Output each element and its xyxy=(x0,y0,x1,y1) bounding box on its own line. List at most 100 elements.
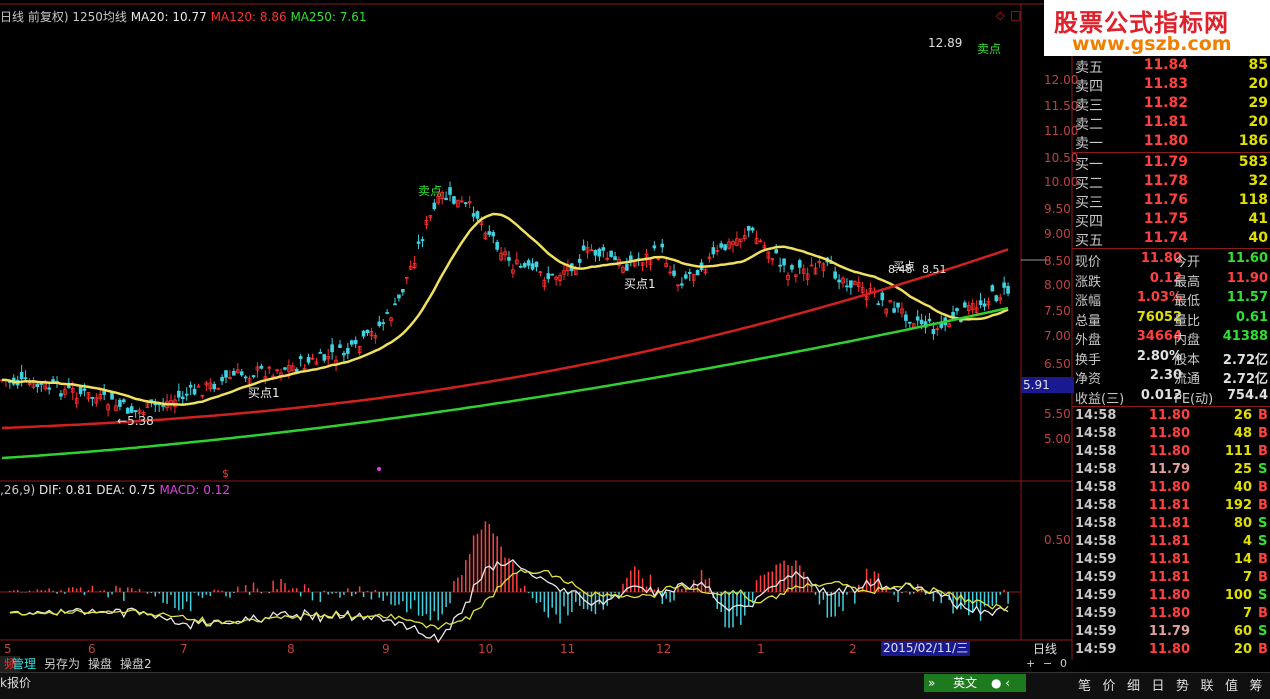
candle-body xyxy=(994,295,999,302)
tick-row: 14:58 11.81 80 S xyxy=(1072,516,1270,534)
side-tab[interactable]: 值 xyxy=(1225,679,1239,694)
side-tab[interactable]: 筹 xyxy=(1249,679,1263,694)
candle-body xyxy=(853,280,857,286)
tick-side: B xyxy=(1258,426,1268,441)
candle-body xyxy=(235,369,240,374)
tick-time: 14:59 xyxy=(1075,606,1117,621)
candle-body xyxy=(224,370,228,378)
candle-body xyxy=(98,394,103,400)
side-tab[interactable]: 联 xyxy=(1200,679,1214,694)
candle-body xyxy=(672,270,676,276)
tick-price: 11.79 xyxy=(1148,462,1190,477)
candle-body xyxy=(444,197,448,201)
side-tab[interactable]: 笔 xyxy=(1078,679,1092,694)
candle-body xyxy=(774,249,779,254)
ime-status[interactable]: » 英文 ● ‹ xyxy=(924,674,1026,692)
tick-price: 11.80 xyxy=(1148,606,1190,621)
side-tab[interactable]: 日 xyxy=(1151,679,1165,694)
zoom-in-button[interactable]: + xyxy=(1026,657,1036,670)
price-tick: 11.00 xyxy=(1044,124,1079,138)
candle-body xyxy=(408,266,413,270)
candle-body xyxy=(974,307,979,313)
candle-body xyxy=(735,238,739,246)
tick-row: 14:59 11.80 7 B xyxy=(1072,606,1270,624)
candle-body xyxy=(393,303,397,306)
stat-row: 净资 2.30 流通 2.72亿 xyxy=(1072,368,1270,387)
candle-body xyxy=(310,357,315,360)
ask-row: 卖五 11.84 85 xyxy=(1072,57,1270,76)
candle-body xyxy=(664,262,668,268)
candle-body xyxy=(817,261,822,263)
candle-body xyxy=(82,388,87,391)
candle-body xyxy=(821,263,826,271)
candle-body xyxy=(860,287,865,294)
candle-body xyxy=(416,241,421,244)
bid-volume: 583 xyxy=(1238,154,1268,170)
candle-body xyxy=(381,322,386,325)
side-tab[interactable]: 势 xyxy=(1176,679,1190,694)
candle-body xyxy=(471,213,476,217)
ask-price: 11.84 xyxy=(1143,57,1188,73)
ref-label-2: 8.51 xyxy=(922,263,947,276)
bottom-tab[interactable]: 操盘2 xyxy=(120,657,152,671)
tick-row: 14:59 11.79 60 S xyxy=(1072,624,1270,642)
candle-body xyxy=(908,321,912,324)
time-tick: 11 xyxy=(560,642,576,656)
candle-body xyxy=(361,330,366,337)
candle-body xyxy=(420,239,425,242)
tab-first[interactable]: 频 xyxy=(0,656,21,672)
candle-body xyxy=(456,199,460,208)
candle-body xyxy=(353,339,358,345)
candle-body xyxy=(978,300,983,305)
candle-body xyxy=(200,394,205,397)
dif-line xyxy=(9,559,1009,644)
ask-label: 卖五 xyxy=(1075,60,1103,76)
candle-body xyxy=(892,308,896,313)
candle-body xyxy=(845,285,849,288)
candle-body xyxy=(59,393,63,397)
candle-body xyxy=(797,260,802,268)
side-tab[interactable]: 价 xyxy=(1102,679,1116,694)
ask-volume: 85 xyxy=(1248,57,1268,73)
bid-row: 买五 11.74 40 xyxy=(1072,230,1270,249)
macd-header: ,26,9) DIF: 0.81 DEA: 0.75 MACD: 0.12 xyxy=(0,483,230,497)
stat-value-2: 41388 xyxy=(1222,329,1268,344)
bottom-tab[interactable]: 管理 xyxy=(12,657,37,671)
stat-row: 总量 76052 量比 0.61 xyxy=(1072,310,1270,329)
tick-side: B xyxy=(1258,498,1268,513)
candle-body xyxy=(298,356,303,360)
dea-line xyxy=(9,568,1009,630)
kline-chart[interactable] xyxy=(0,0,1270,660)
side-tab[interactable]: 细 xyxy=(1127,679,1141,694)
candle-body xyxy=(691,273,696,281)
candle-body xyxy=(542,279,547,287)
bid-row: 买二 11.78 32 xyxy=(1072,173,1270,192)
buy-signal-2: 买点1 xyxy=(624,277,656,291)
time-tick: 2 xyxy=(849,642,857,656)
candle-body xyxy=(369,330,374,337)
candle-body xyxy=(255,366,260,371)
candle-body xyxy=(931,329,936,335)
tick-row: 14:58 11.80 40 B xyxy=(1072,480,1270,498)
stat-value: 0.012 xyxy=(1140,387,1182,403)
period-tab[interactable]: 日线 xyxy=(1033,642,1058,656)
candle-body xyxy=(385,312,389,314)
reset-button[interactable]: 0 xyxy=(1060,657,1067,670)
candle-body xyxy=(613,256,617,261)
tick-side: B xyxy=(1258,408,1268,423)
tick-time: 14:59 xyxy=(1075,552,1117,567)
bottom-tab[interactable]: 操盘 xyxy=(88,657,113,671)
window-button[interactable]: □ xyxy=(1010,8,1022,22)
candle-body xyxy=(259,365,264,369)
stat-label-2: 股本 xyxy=(1174,352,1201,368)
candle-body xyxy=(900,308,904,314)
dea-label: DEA: 0.75 xyxy=(96,483,156,497)
tick-price: 11.80 xyxy=(1148,444,1190,459)
bottom-tab[interactable]: 另存为 xyxy=(44,657,81,671)
candle-body xyxy=(609,250,613,257)
candle-body xyxy=(318,352,323,354)
zoom-out-button[interactable]: − xyxy=(1043,657,1053,670)
diamond-icon[interactable]: ◇ xyxy=(996,9,1005,22)
candle-body xyxy=(322,354,327,361)
ask-label: 卖一 xyxy=(1075,136,1103,152)
